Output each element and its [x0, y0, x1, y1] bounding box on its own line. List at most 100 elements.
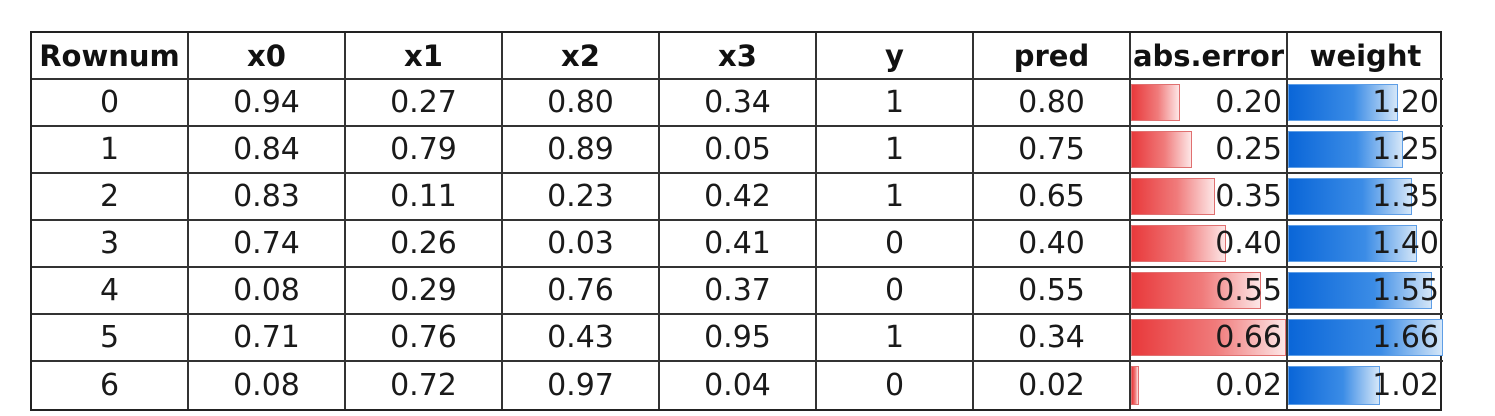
column-header-rownum: Rownum [32, 33, 189, 80]
weight-bar [1288, 319, 1443, 356]
cell-x1: 0.72 [346, 362, 503, 409]
cell-x3: 0.04 [660, 362, 817, 409]
cell-weight-bar: 1.20 [1288, 80, 1443, 127]
cell-x1: 0.76 [346, 315, 503, 362]
cell-y: 1 [817, 315, 974, 362]
weight-value: 1.25 [1372, 132, 1439, 167]
cell-abs-error-bar: 0.25 [1131, 127, 1288, 174]
cell-x3: 0.05 [660, 127, 817, 174]
cell-x2: 0.97 [503, 362, 660, 409]
cell-x1: 0.27 [346, 80, 503, 127]
cell-y: 0 [817, 362, 974, 409]
weight-bar [1288, 225, 1418, 262]
cell-x0: 0.08 [189, 268, 346, 315]
cell-weight-bar: 1.40 [1288, 221, 1443, 268]
abs-error-value: 0.20 [1215, 85, 1282, 120]
abs-error-value: 0.66 [1215, 320, 1282, 355]
cell-abs-error-bar: 0.40 [1131, 221, 1288, 268]
cell-rownum: 0 [32, 80, 189, 127]
cell-x2: 0.23 [503, 174, 660, 221]
cell-x3: 0.37 [660, 268, 817, 315]
abs-error-bar [1131, 319, 1286, 356]
abs-error-value: 0.35 [1215, 179, 1282, 214]
abs-error-bar [1131, 178, 1215, 215]
cell-x0: 0.08 [189, 362, 346, 409]
cell-y: 1 [817, 174, 974, 221]
cell-y: 0 [817, 221, 974, 268]
cell-x1: 0.29 [346, 268, 503, 315]
column-header-pred: pred [974, 33, 1131, 80]
cell-x2: 0.80 [503, 80, 660, 127]
abs-error-bar [1131, 225, 1227, 262]
cell-pred: 0.75 [974, 127, 1131, 174]
column-header-x3: x3 [660, 33, 817, 80]
cell-rownum: 4 [32, 268, 189, 315]
weight-value: 1.35 [1372, 179, 1439, 214]
cell-x0: 0.84 [189, 127, 346, 174]
cell-rownum: 6 [32, 362, 189, 409]
cell-x0: 0.83 [189, 174, 346, 221]
abs-error-value: 0.40 [1215, 226, 1282, 261]
weight-value: 1.55 [1372, 273, 1439, 308]
column-header-weight: weight [1288, 33, 1443, 80]
cell-y: 1 [817, 80, 974, 127]
weight-bar [1288, 84, 1398, 121]
abs-error-value: 0.25 [1215, 132, 1282, 167]
weight-value: 1.40 [1372, 226, 1439, 261]
cell-x1: 0.79 [346, 127, 503, 174]
cell-x1: 0.11 [346, 174, 503, 221]
cell-y: 1 [817, 127, 974, 174]
cell-abs-error-bar: 0.20 [1131, 80, 1288, 127]
cell-abs-error-bar: 0.66 [1131, 315, 1288, 362]
weight-value: 1.02 [1372, 368, 1439, 403]
cell-weight-bar: 1.55 [1288, 268, 1443, 315]
cell-x0: 0.71 [189, 315, 346, 362]
cell-x2: 0.03 [503, 221, 660, 268]
cell-abs-error-bar: 0.35 [1131, 174, 1288, 221]
cell-x1: 0.26 [346, 221, 503, 268]
column-header-x1: x1 [346, 33, 503, 80]
cell-x0: 0.74 [189, 221, 346, 268]
data-table: Rownum x0 x1 x2 x3 y pred abs.error weight 0 0.94 0… [30, 31, 1443, 411]
abs-error-value: 0.55 [1215, 273, 1282, 308]
cell-pred: 0.02 [974, 362, 1131, 409]
abs-error-bar [1131, 131, 1192, 168]
column-header-x2: x2 [503, 33, 660, 80]
cell-pred: 0.40 [974, 221, 1131, 268]
cell-x3: 0.41 [660, 221, 817, 268]
cell-x0: 0.94 [189, 80, 346, 127]
cell-abs-error-bar: 0.02 [1131, 362, 1288, 409]
abs-error-bar [1131, 272, 1261, 309]
abs-error-bar [1131, 84, 1181, 121]
cell-pred: 0.80 [974, 80, 1131, 127]
cell-weight-bar: 1.66 [1288, 315, 1443, 362]
cell-x3: 0.34 [660, 80, 817, 127]
abs-error-value: 0.02 [1215, 368, 1282, 403]
weight-bar [1288, 131, 1403, 168]
cell-x2: 0.43 [503, 315, 660, 362]
cell-abs-error-bar: 0.55 [1131, 268, 1288, 315]
cell-rownum: 1 [32, 127, 189, 174]
column-header-y: y [817, 33, 974, 80]
column-header-abs-error: abs.error [1131, 33, 1288, 80]
cell-pred: 0.34 [974, 315, 1131, 362]
cell-x3: 0.42 [660, 174, 817, 221]
cell-x2: 0.89 [503, 127, 660, 174]
cell-pred: 0.55 [974, 268, 1131, 315]
weight-value: 1.66 [1372, 320, 1439, 355]
weight-value: 1.20 [1372, 85, 1439, 120]
cell-weight-bar: 1.25 [1288, 127, 1443, 174]
weight-bar [1288, 178, 1413, 215]
column-header-x0: x0 [189, 33, 346, 80]
weight-bar [1288, 366, 1380, 405]
cell-x3: 0.95 [660, 315, 817, 362]
weight-bar [1288, 272, 1433, 309]
cell-x2: 0.76 [503, 268, 660, 315]
cell-rownum: 3 [32, 221, 189, 268]
cell-weight-bar: 1.02 [1288, 362, 1443, 409]
abs-error-bar [1131, 366, 1139, 405]
cell-y: 0 [817, 268, 974, 315]
cell-rownum: 5 [32, 315, 189, 362]
cell-weight-bar: 1.35 [1288, 174, 1443, 221]
cell-rownum: 2 [32, 174, 189, 221]
